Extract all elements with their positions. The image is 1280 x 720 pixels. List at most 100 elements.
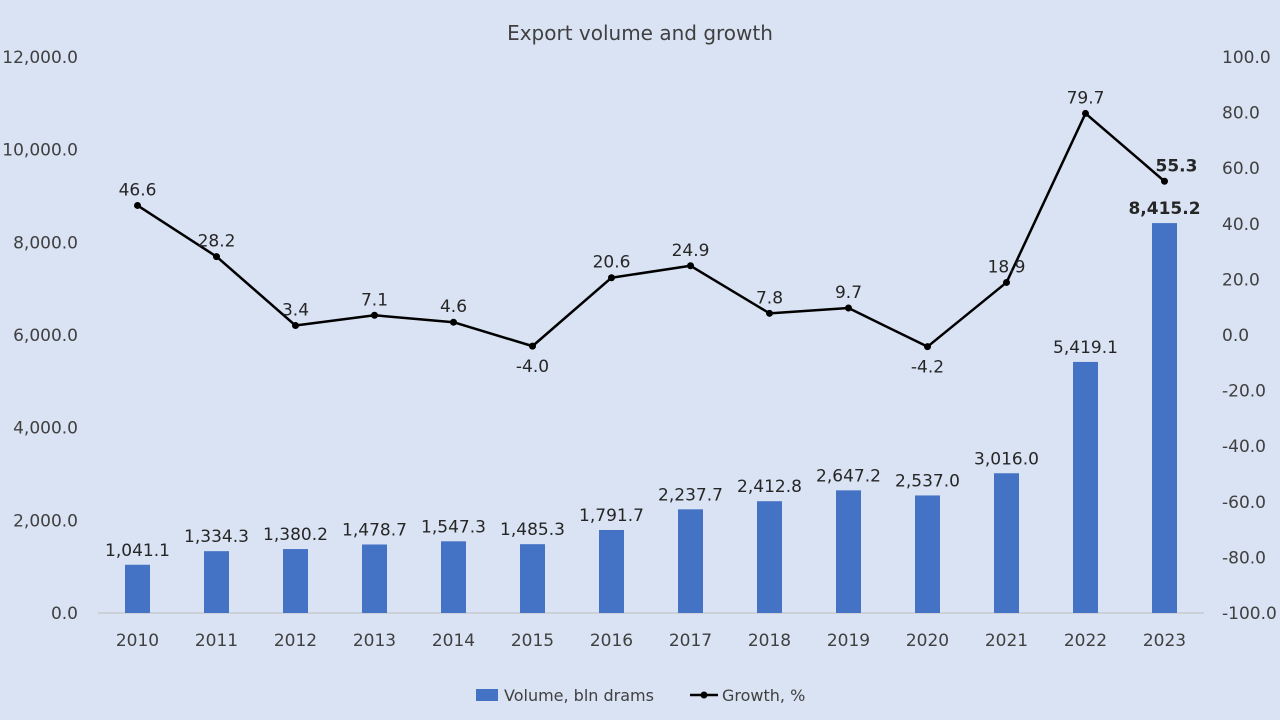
bar-data-label: 1,041.1	[105, 541, 170, 561]
line-data-label: 24.9	[672, 241, 710, 261]
bar-data-label: 2,412.8	[737, 477, 802, 497]
legend-swatch-growth-marker	[700, 691, 708, 699]
growth-point	[450, 318, 457, 326]
bar-series-volume	[125, 223, 1177, 613]
bar-data-label: 2,647.2	[816, 466, 881, 486]
x-axis-tick-label: 2023	[1143, 631, 1186, 651]
left-axis-tick-label: 0.0	[51, 604, 78, 624]
bar	[283, 549, 308, 613]
bar	[678, 509, 703, 613]
line-data-label: 28.2	[198, 232, 236, 252]
bar	[520, 544, 545, 613]
growth-point	[213, 253, 220, 261]
right-axis-tick-label: 40.0	[1222, 215, 1260, 235]
line-data-label: 7.8	[756, 288, 783, 308]
x-axis-tick-label: 2019	[827, 631, 870, 651]
growth-point	[1003, 278, 1010, 286]
left-axis-tick-label: 12,000.0	[2, 48, 78, 68]
line-data-label: 4.6	[440, 297, 467, 317]
line-data-label: -4.2	[911, 358, 944, 378]
x-axis-tick-label: 2017	[669, 631, 712, 651]
bar-data-label: 3,016.0	[974, 449, 1039, 469]
left-axis-tick-label: 2,000.0	[13, 511, 78, 531]
legend-label-volume: Volume, bln drams	[504, 686, 654, 705]
growth-point	[924, 343, 931, 351]
bar	[362, 544, 387, 613]
x-axis-tick-label: 2011	[195, 631, 238, 651]
x-axis-tick-label: 2020	[906, 631, 949, 651]
left-axis-tick-label: 6,000.0	[13, 326, 78, 346]
growth-point	[608, 274, 615, 282]
bar-data-label: 1,791.7	[579, 506, 644, 526]
bar	[757, 501, 782, 613]
bar-data-labels: 1,041.1 1,334.3 1,380.2 1,478.7 1,547.3 1,485…	[105, 199, 1200, 561]
bar	[836, 490, 861, 613]
growth-point	[766, 309, 773, 317]
x-axis-tick-label: 2010	[116, 631, 159, 651]
bar-data-label: 1,485.3	[500, 520, 565, 540]
growth-line	[136, 112, 1166, 348]
right-axis-tick-label: -100.0	[1222, 604, 1277, 624]
right-axis-tick-label: 100.0	[1222, 48, 1271, 68]
right-axis-tick-label: -80.0	[1222, 548, 1266, 568]
left-axis-tick-label: 10,000.0	[2, 141, 78, 161]
x-axis-tick-label: 2021	[985, 631, 1028, 651]
x-axis-tick-label: 2013	[353, 631, 396, 651]
legend-swatch-volume	[476, 689, 498, 701]
right-axis-tick-label: 80.0	[1222, 104, 1260, 124]
line-data-label: 7.1	[361, 290, 388, 310]
bar	[125, 564, 150, 613]
bar-data-label: 1,478.7	[342, 520, 407, 540]
right-axis-tick-label: -40.0	[1222, 437, 1266, 457]
chart-title: Export volume and growth	[507, 21, 773, 45]
line-data-label: -4.0	[516, 357, 549, 377]
line-series-growth	[134, 109, 1168, 351]
left-axis-tick-label: 4,000.0	[13, 419, 78, 439]
growth-point	[687, 262, 694, 270]
legend: Volume, bln drams Growth, %	[476, 686, 805, 705]
line-data-label: 9.7	[835, 283, 862, 303]
bar	[1152, 223, 1177, 613]
line-data-label: 18.9	[988, 257, 1026, 277]
bar	[1073, 361, 1098, 613]
x-axis-tick-label: 2014	[432, 631, 475, 651]
x-axis-tick-label: 2022	[1064, 631, 1107, 651]
growth-point	[292, 322, 299, 330]
bar	[915, 495, 940, 613]
bar-data-label: 1,334.3	[184, 527, 249, 547]
right-axis-tick-label: 0.0	[1222, 326, 1249, 346]
left-y-axis: 0.0 2,000.0 4,000.0 6,000.0 8,000.0 10,000.0 1…	[2, 48, 78, 624]
growth-point	[134, 201, 141, 209]
x-axis-tick-label: 2015	[511, 631, 554, 651]
bar	[204, 551, 229, 613]
line-data-label: 55.3	[1156, 156, 1198, 176]
bar	[441, 541, 466, 613]
bar-data-label: 2,237.7	[658, 485, 723, 505]
bar	[994, 473, 1019, 613]
x-axis-tick-label: 2016	[590, 631, 633, 651]
growth-point	[1082, 109, 1089, 117]
line-data-label: 20.6	[593, 253, 631, 273]
right-axis-tick-label: -60.0	[1222, 493, 1266, 513]
bar	[599, 529, 624, 613]
x-axis-tick-label: 2012	[274, 631, 317, 651]
right-axis-tick-label: 60.0	[1222, 159, 1260, 179]
growth-point	[1161, 177, 1168, 185]
growth-point	[845, 304, 852, 312]
line-data-label: 3.4	[282, 301, 309, 321]
x-axis: 2010 2011 2012 2013 2014 2015 2016 2017 2018 2019…	[116, 631, 1186, 651]
bar-data-label: 5,419.1	[1053, 338, 1118, 358]
growth-point	[529, 342, 536, 350]
right-axis-tick-label: -20.0	[1222, 382, 1266, 402]
bar-data-label: 1,380.2	[263, 525, 328, 545]
bar-data-label: 1,547.3	[421, 517, 486, 537]
right-axis-tick-label: 20.0	[1222, 270, 1260, 290]
bar-data-label: 2,537.0	[895, 471, 960, 491]
line-data-label: 79.7	[1067, 88, 1105, 108]
growth-point	[371, 311, 378, 319]
line-data-labels: 46.6 28.2 3.4 7.1 4.6 -4.0 20.6 24.9 7.8 9.7 -4.2 1…	[119, 88, 1198, 377]
bar-data-label: 8,415.2	[1128, 199, 1200, 219]
line-data-label: 46.6	[119, 180, 157, 200]
legend-label-growth: Growth, %	[722, 686, 805, 705]
